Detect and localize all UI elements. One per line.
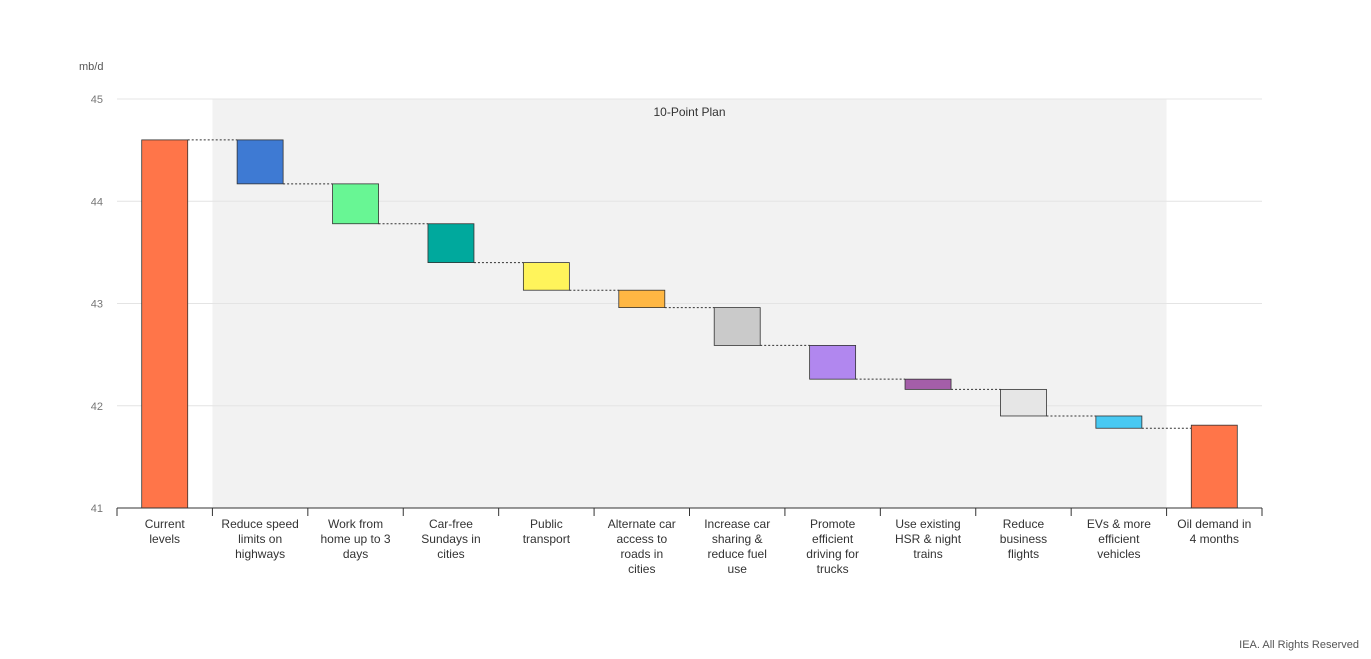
y-tick-label: 42: [91, 401, 103, 413]
bar: [141, 139, 189, 509]
y-tick-label: 44: [91, 196, 103, 208]
bar: [1095, 415, 1143, 429]
bar: [904, 378, 952, 390]
category-label: Use existing HSR & night trains: [895, 517, 962, 561]
category-label: Reduce business flights: [1000, 517, 1047, 561]
y-tick-label: 41: [91, 503, 103, 515]
category-label: Alternate car access to roads in cities: [608, 517, 676, 576]
category-label: Car-free Sundays in cities: [421, 517, 480, 561]
category-label: Promote efficient driving for trucks: [806, 517, 859, 576]
category-label: Work from home up to 3 days: [321, 517, 391, 561]
bar: [618, 289, 666, 308]
bar: [1000, 388, 1047, 417]
category-label: Oil demand in 4 months: [1177, 517, 1251, 546]
bar: [427, 223, 475, 263]
category-label: EVs & more efficient vehicles: [1087, 517, 1151, 561]
bar: [809, 345, 857, 380]
bar: [1190, 424, 1238, 509]
credit-text: IEA. All Rights Reserved: [1239, 639, 1359, 651]
category-label: Current levels: [145, 517, 186, 546]
category-label: Reduce speed limits on highways: [221, 517, 298, 561]
bar: [713, 307, 761, 346]
bar: [332, 183, 379, 225]
category-label: Increase car sharing & reduce fuel use: [704, 517, 770, 576]
y-tick-label: 45: [91, 94, 103, 106]
plan-band-label: 10-Point Plan: [653, 105, 725, 119]
y-unit-label: mb/d: [79, 61, 103, 73]
bar: [522, 262, 570, 291]
category-label: Public transport: [523, 517, 571, 546]
bar: [236, 139, 284, 185]
y-tick-label: 43: [91, 299, 103, 311]
